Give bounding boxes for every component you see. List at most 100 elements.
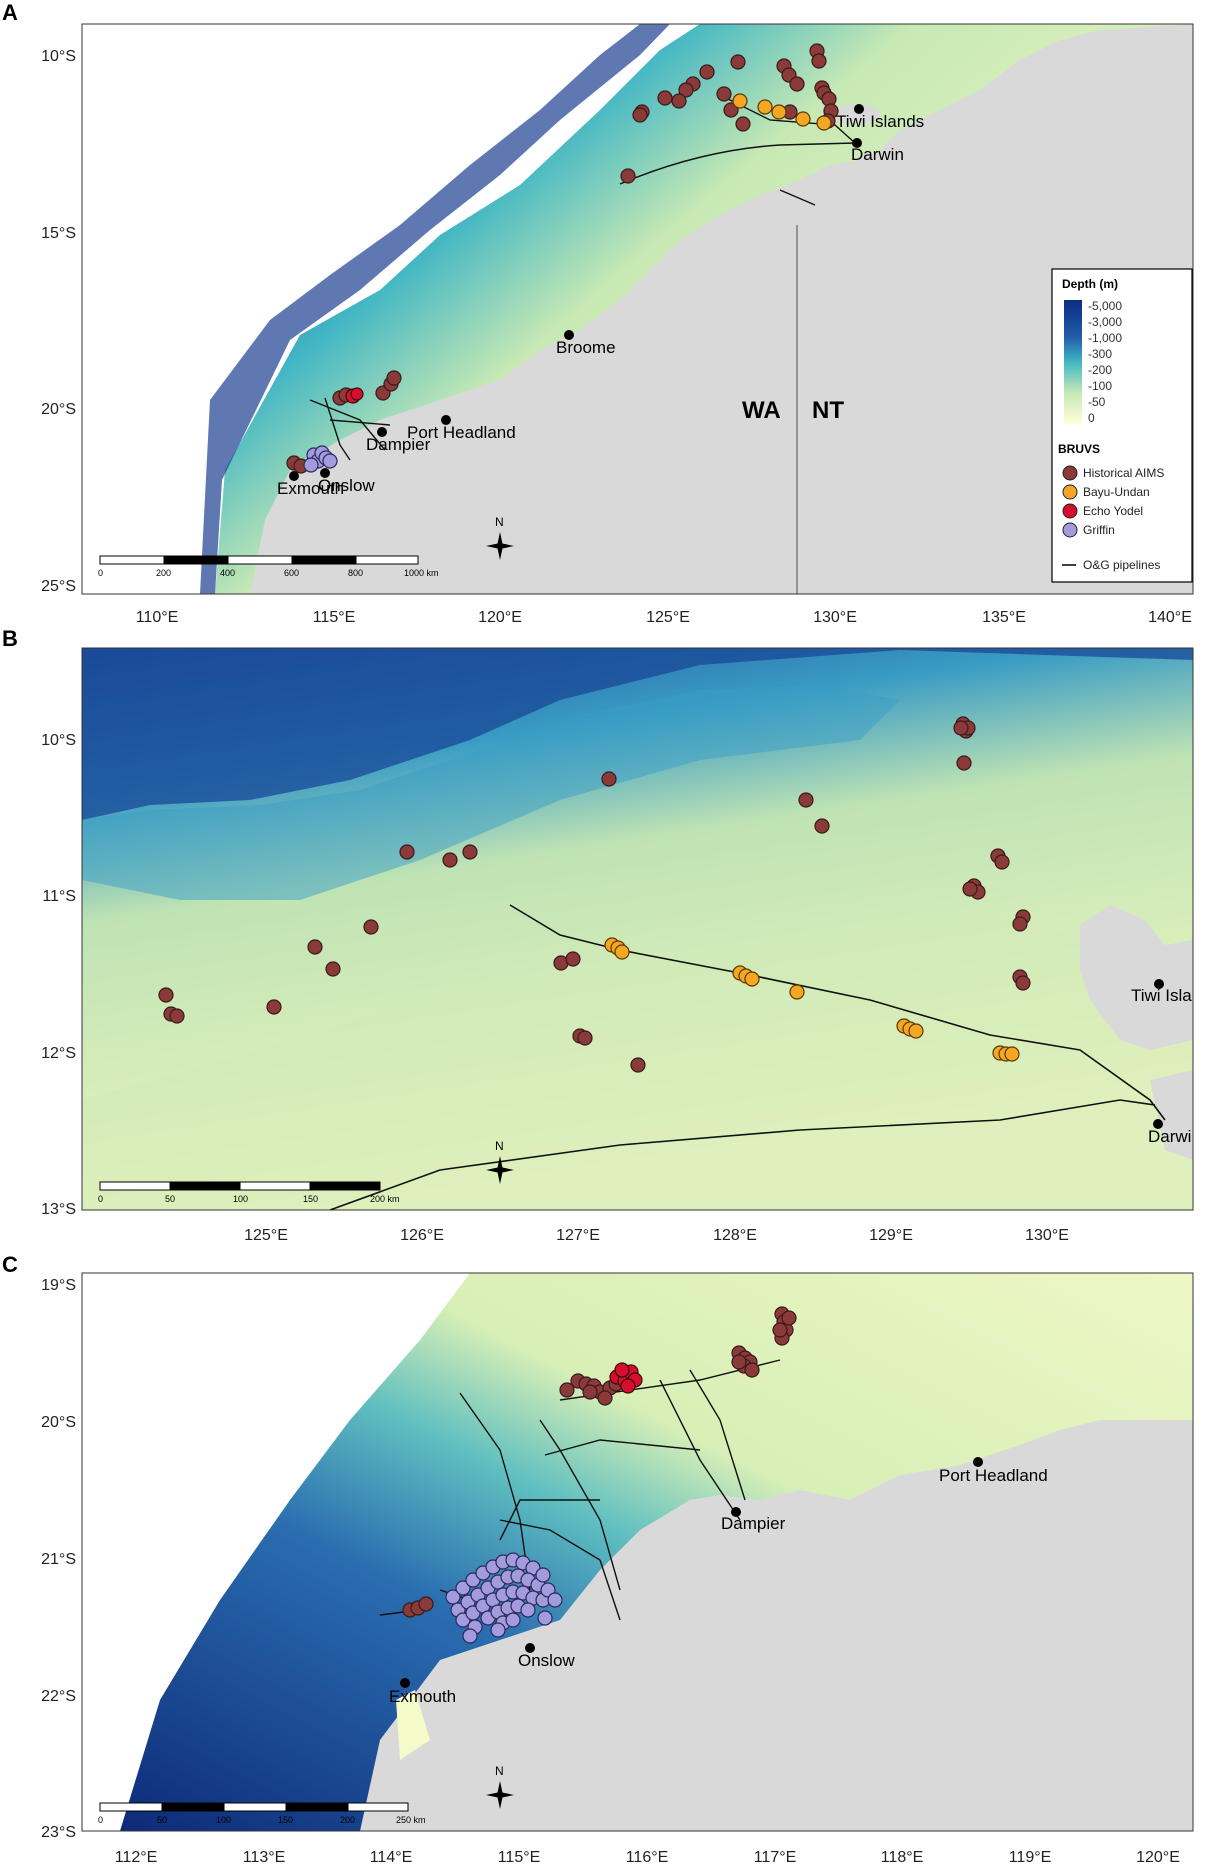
panel-c-scalebar: 0 50 100 150 200 250 km: [98, 1802, 426, 1825]
panel-c-compass: N: [486, 1764, 514, 1809]
legend-depth-colorbar: [1064, 300, 1082, 424]
svg-text:114°E: 114°E: [370, 1849, 413, 1866]
svg-text:250 km: 250 km: [396, 1815, 426, 1825]
panel-b-scalebar: 0 50 100 150 200 km: [98, 1181, 400, 1204]
place-label-tiwi-b: Tiwi Islan: [1131, 986, 1201, 1005]
place-label-exmouth-c: Exmouth: [389, 1687, 456, 1706]
svg-text:100: 100: [216, 1815, 231, 1825]
panel-b-x-axis: 125°E 126°E 127°E 128°E 129°E 130°E: [244, 1227, 1069, 1244]
panel-b-y-axis: 10°S 11°S 12°S 13°S: [41, 732, 76, 1218]
panel-c-x-axis: 112°E 113°E 114°E 115°E 116°E 117°E 118°…: [115, 1849, 1180, 1866]
svg-text:-3,000: -3,000: [1088, 315, 1122, 329]
svg-text:1000 km: 1000 km: [404, 568, 439, 578]
legend-key-historical-aims: [1062, 465, 1078, 481]
svg-text:200 km: 200 km: [370, 1194, 400, 1204]
panel-a-y-axis: 10°S 15°S 20°S 25°S: [41, 48, 76, 595]
svg-text:150: 150: [303, 1194, 318, 1204]
panel-b: Tiwi Islan Darwin 0 50 100 150 200 km: [2, 626, 1201, 1244]
legend-key-bayu-undan: [1062, 484, 1078, 500]
svg-text:15°S: 15°S: [41, 225, 76, 242]
panel-a-land: [250, 24, 1193, 594]
svg-text:12°S: 12°S: [41, 1045, 76, 1062]
legend-bruvs-title: BRUVS: [1058, 442, 1100, 456]
region-label-nt: NT: [812, 397, 844, 424]
panel-label-b: B: [2, 626, 18, 651]
panel-b-compass: N: [486, 1139, 514, 1184]
panel-c-y-axis: 19°S 20°S 21°S 22°S 23°S: [41, 1277, 76, 1841]
svg-text:125°E: 125°E: [244, 1227, 288, 1244]
legend-label-pipelines: O&G pipelines: [1083, 558, 1160, 572]
place-label-exmouth: Exmouth: [277, 479, 344, 498]
panel-a-sites-bayu-undan: [732, 93, 832, 131]
panel-label-c: C: [2, 1252, 18, 1277]
svg-text:100: 100: [233, 1194, 248, 1204]
svg-text:13°S: 13°S: [41, 1201, 76, 1218]
svg-text:140°E: 140°E: [1148, 609, 1192, 626]
svg-text:115°E: 115°E: [313, 609, 356, 626]
legend-label-bayu-undan: Bayu-Undan: [1083, 485, 1150, 499]
svg-text:118°E: 118°E: [881, 1849, 924, 1866]
panel-c-sites-griffin: [445, 1552, 563, 1644]
panel-c: Port Headland Dampier Onslow Exmouth 0 5…: [2, 1252, 1194, 1866]
svg-text:125°E: 125°E: [646, 609, 690, 626]
panel-a: Tiwi Islands Darwin Broome Port Headland…: [2, 0, 1194, 626]
panel-a-sites-historical-aims: [286, 43, 839, 474]
svg-text:600: 600: [284, 568, 299, 578]
svg-text:800: 800: [348, 568, 363, 578]
svg-text:200: 200: [156, 568, 171, 578]
svg-text:0: 0: [98, 1194, 103, 1204]
svg-text:21°S: 21°S: [41, 1551, 76, 1568]
svg-text:N: N: [495, 515, 504, 529]
svg-text:50: 50: [165, 1194, 175, 1204]
panel-c-sites-historical-aims: [402, 1306, 797, 1618]
svg-text:-1,000: -1,000: [1088, 331, 1122, 345]
svg-text:119°E: 119°E: [1009, 1849, 1052, 1866]
svg-text:110°E: 110°E: [136, 609, 179, 626]
place-label-broome: Broome: [556, 338, 616, 357]
svg-text:23°S: 23°S: [41, 1824, 76, 1841]
panel-a-x-axis: 110°E 115°E 120°E 125°E 130°E 135°E 140°…: [136, 609, 1192, 626]
panel-a-scalebar: 0 200 400 600 800 1000 km: [98, 555, 439, 578]
place-label-darwin: Darwin: [851, 145, 904, 164]
svg-text:-200: -200: [1088, 363, 1112, 377]
svg-text:126°E: 126°E: [400, 1227, 444, 1244]
svg-text:-5,000: -5,000: [1088, 299, 1122, 313]
legend-depth-title: Depth (m): [1062, 277, 1118, 291]
svg-text:20°S: 20°S: [41, 401, 76, 418]
panel-a-compass: N: [486, 515, 514, 560]
svg-text:120°E: 120°E: [1136, 1849, 1180, 1866]
svg-text:113°E: 113°E: [243, 1849, 286, 1866]
svg-text:10°S: 10°S: [41, 48, 76, 65]
svg-text:127°E: 127°E: [556, 1227, 600, 1244]
svg-text:-100: -100: [1088, 379, 1112, 393]
panel-c-sites-echo-yodel: [609, 1362, 643, 1394]
svg-text:22°S: 22°S: [41, 1688, 76, 1705]
svg-text:200: 200: [340, 1815, 355, 1825]
svg-text:0: 0: [98, 568, 103, 578]
svg-text:130°E: 130°E: [1025, 1227, 1069, 1244]
panel-b-sites-historical-aims: [158, 716, 1031, 1073]
panel-label-a: A: [2, 0, 18, 25]
svg-text:N: N: [495, 1764, 504, 1778]
place-label-onslow-c: Onslow: [518, 1651, 575, 1670]
svg-text:50: 50: [157, 1815, 167, 1825]
svg-text:120°E: 120°E: [478, 609, 522, 626]
svg-text:117°E: 117°E: [754, 1849, 797, 1866]
svg-text:0: 0: [1088, 411, 1095, 425]
svg-text:N: N: [495, 1139, 504, 1153]
place-label-dampier-c: Dampier: [721, 1514, 786, 1533]
panel-a-sites-griffin: [303, 445, 338, 473]
place-label-onslow: Onslow: [318, 476, 375, 495]
legend: Depth (m) -5,000 -3,000 -1,000 -300 -200…: [1051, 268, 1193, 583]
panel-c-land: [360, 1420, 1193, 1831]
place-label-darwin-b: Darwin: [1148, 1127, 1201, 1146]
legend-label-echo-yodel: Echo Yodel: [1083, 504, 1143, 518]
svg-text:112°E: 112°E: [115, 1849, 158, 1866]
svg-text:115°E: 115°E: [498, 1849, 541, 1866]
place-label-port-headland-c: Port Headland: [939, 1466, 1048, 1485]
svg-text:-300: -300: [1088, 347, 1112, 361]
svg-text:11°S: 11°S: [42, 888, 76, 905]
panel-b-sites-bayu-undan: [604, 937, 1020, 1062]
panel-b-pipelines: [329, 904, 1166, 1210]
